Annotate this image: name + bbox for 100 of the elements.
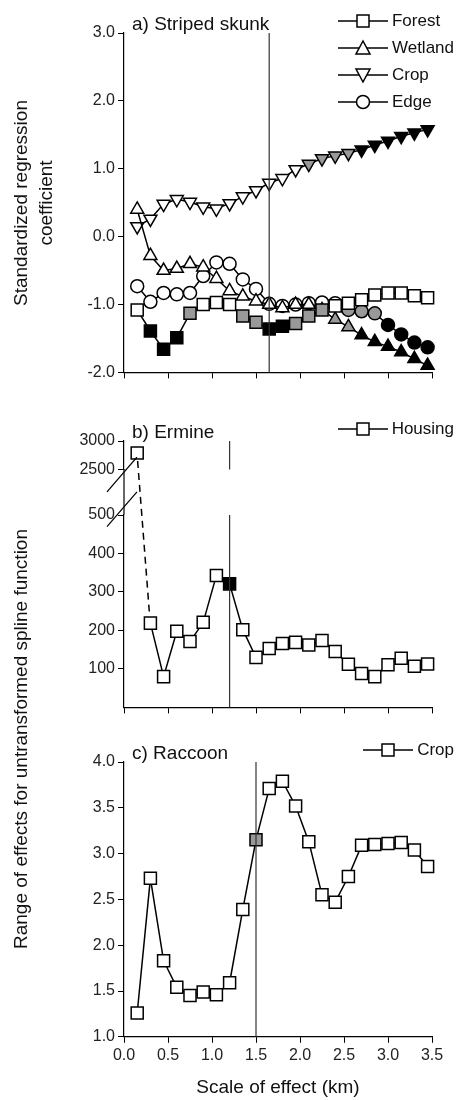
- y-tick-label: 1.0: [92, 159, 116, 177]
- point: [209, 270, 224, 284]
- point: [420, 357, 435, 371]
- point: [380, 338, 396, 352]
- legend-label: Edge: [391, 91, 432, 112]
- point: [248, 281, 264, 297]
- point: [262, 322, 276, 336]
- point: [169, 287, 185, 302]
- point: [407, 350, 422, 364]
- point: [143, 294, 158, 310]
- point: [209, 987, 224, 1002]
- y-tick-label: 1.5: [92, 981, 116, 999]
- point: [195, 202, 211, 216]
- x-axis-title: Scale of effect (km): [196, 1076, 360, 1098]
- point: [209, 255, 224, 270]
- point: [143, 616, 158, 630]
- point: [170, 624, 184, 638]
- point: [183, 306, 197, 321]
- point: [420, 340, 435, 355]
- point: [236, 309, 250, 323]
- point: [222, 282, 237, 296]
- point: [170, 980, 184, 995]
- point: [407, 128, 422, 142]
- point: [249, 650, 263, 665]
- point: [393, 131, 409, 145]
- point: [262, 781, 276, 796]
- x-tick-label: 3.5: [420, 1045, 444, 1063]
- y-tick-label: 2500: [79, 459, 116, 477]
- point: [341, 318, 356, 332]
- point: [182, 285, 198, 301]
- y-axis-title: Standardized regression coefficient: [9, 98, 57, 308]
- y-tick-label: 1.0: [92, 1027, 116, 1045]
- point: [407, 335, 422, 350]
- point: [381, 286, 395, 300]
- x-tick-label: 0.5: [156, 1045, 180, 1063]
- x-tick-label: 2.0: [288, 1045, 312, 1063]
- point: [288, 164, 303, 178]
- point: [129, 221, 145, 235]
- point: [302, 834, 316, 849]
- point: [156, 669, 171, 684]
- point: [209, 204, 224, 218]
- y-tick-label: 500: [88, 505, 116, 523]
- point: [328, 299, 342, 313]
- point: [182, 197, 198, 211]
- point: [420, 124, 435, 138]
- point: [156, 199, 171, 213]
- point: [420, 859, 435, 874]
- point: [394, 835, 408, 850]
- point: [354, 145, 369, 158]
- point: [381, 836, 395, 851]
- point: [275, 636, 290, 651]
- point: [156, 262, 171, 276]
- point: [222, 256, 237, 272]
- point: [393, 327, 409, 342]
- point: [393, 343, 409, 357]
- point: [183, 988, 197, 1003]
- point: [288, 635, 303, 650]
- point: [196, 615, 210, 630]
- point: [235, 272, 251, 287]
- point: [130, 1006, 144, 1020]
- y-tick-label: 3.0: [92, 23, 116, 41]
- x-tick-label: 3.0: [376, 1045, 400, 1063]
- point: [275, 774, 290, 788]
- x-tick-label: 1.5: [244, 1045, 268, 1063]
- point: [275, 319, 290, 333]
- point: [341, 148, 356, 162]
- y-tick-label: 100: [88, 659, 116, 677]
- point: [236, 622, 250, 637]
- point: [354, 326, 369, 340]
- point: [302, 309, 316, 323]
- y-tick-label: 0.0: [92, 227, 116, 245]
- point: [354, 666, 369, 681]
- point: [381, 657, 395, 672]
- point: [368, 288, 382, 302]
- y-tick-label: -1.0: [87, 294, 116, 312]
- y-tick-label: 2.0: [92, 91, 116, 109]
- point: [169, 194, 185, 208]
- point: [407, 288, 422, 303]
- point: [170, 331, 184, 345]
- point: [328, 895, 342, 909]
- legend-label: Crop: [417, 739, 454, 760]
- chart-title: a) Striped skunk: [132, 13, 270, 34]
- point: [209, 568, 224, 583]
- point: [394, 286, 408, 300]
- point: [380, 136, 396, 150]
- point: [368, 669, 382, 684]
- y-tick-label: 2.0: [92, 935, 116, 953]
- point: [262, 641, 276, 656]
- point: [275, 173, 290, 187]
- point: [341, 869, 356, 884]
- point: [394, 651, 408, 665]
- point: [248, 292, 264, 306]
- point: [236, 902, 250, 917]
- point: [196, 985, 210, 999]
- point: [130, 303, 144, 317]
- chart-title: b) Ermine: [132, 421, 215, 442]
- y-tick-label: 400: [88, 543, 116, 561]
- point: [222, 577, 237, 591]
- point: [169, 260, 185, 274]
- x-tick-label: 1.0: [200, 1045, 224, 1063]
